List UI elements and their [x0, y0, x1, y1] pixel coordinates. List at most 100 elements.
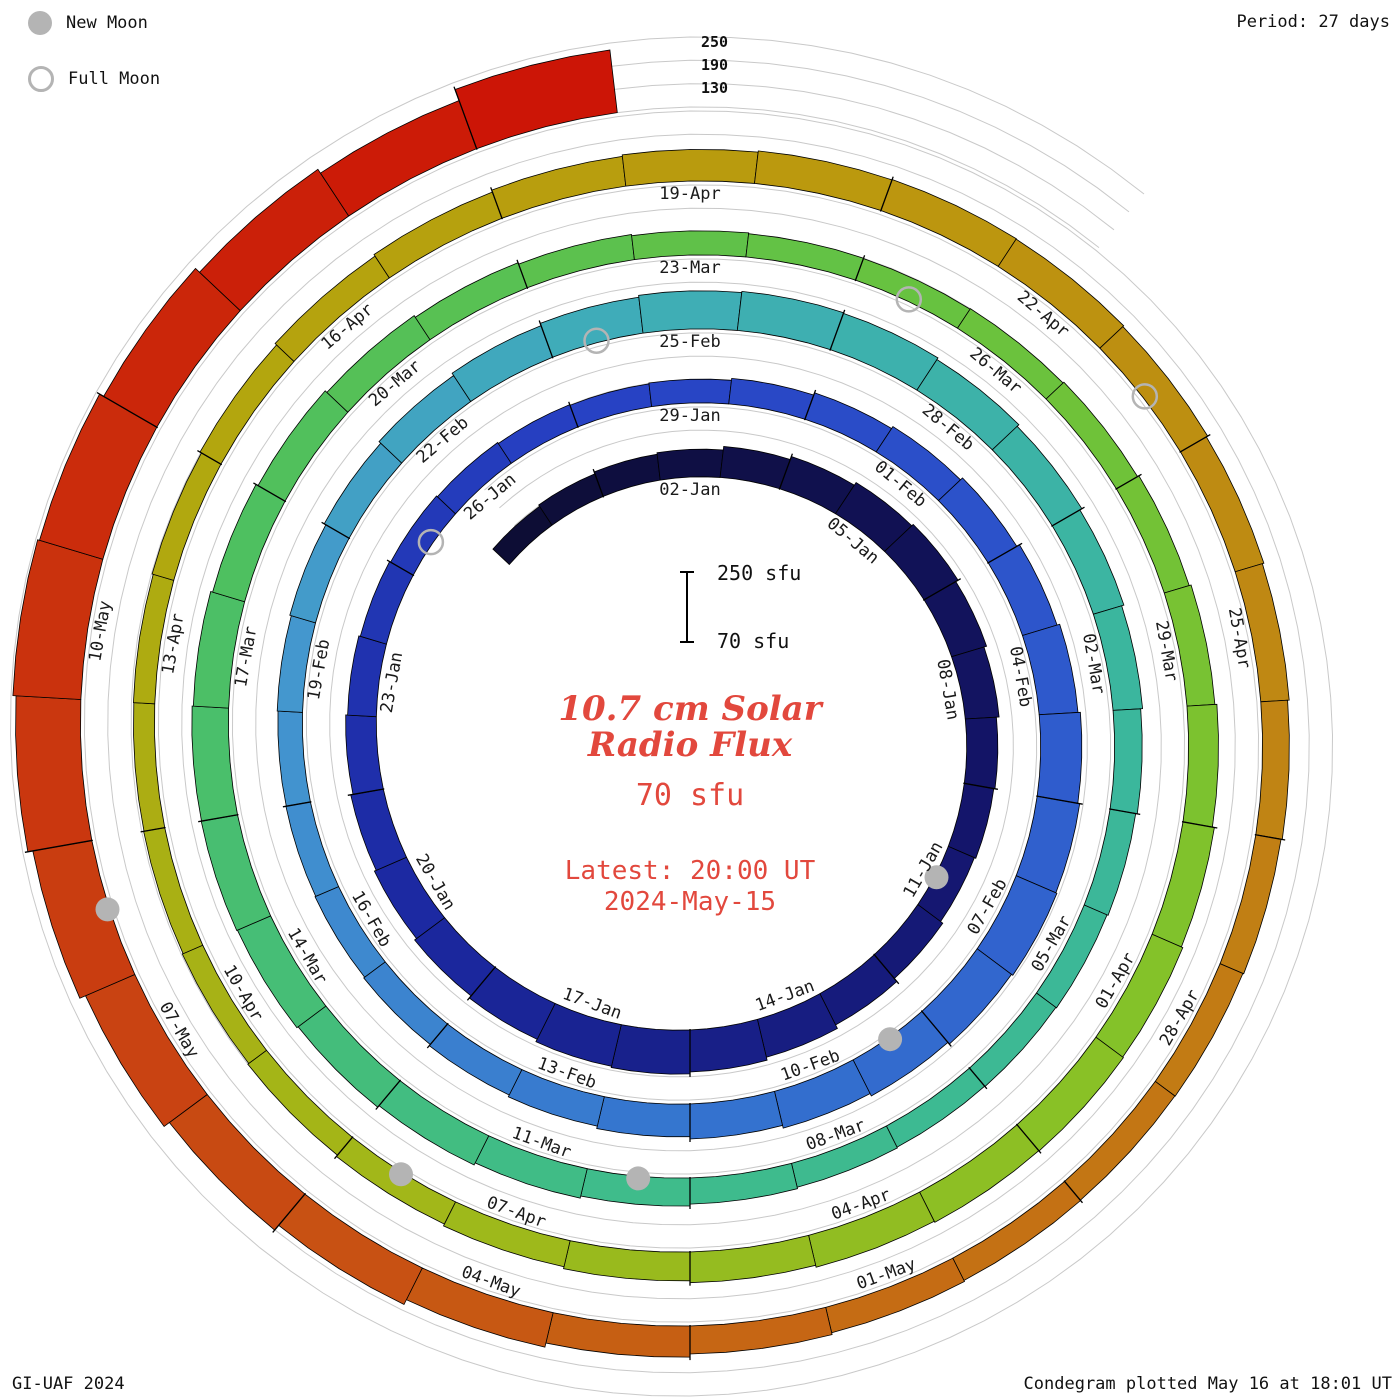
flux-bar — [997, 238, 1125, 349]
flux-bar — [497, 404, 579, 464]
flux-bar — [326, 315, 431, 413]
day-tick — [778, 453, 794, 490]
flux-bar — [829, 312, 939, 391]
day-tick — [198, 813, 239, 823]
flux-bar — [937, 477, 1018, 564]
new-moon-icon — [28, 11, 52, 35]
flux-bar — [1255, 699, 1290, 840]
flux-bar — [1179, 436, 1265, 573]
flux-bar — [192, 590, 246, 709]
day-tick — [829, 309, 846, 351]
flux-bar — [563, 1240, 691, 1282]
flux-bar — [314, 886, 386, 978]
flux-bar — [656, 448, 724, 481]
full-moon-marker — [417, 528, 445, 556]
period-label: Period: 27 days — [1236, 12, 1390, 32]
radial-tick-250: 250 — [701, 33, 729, 51]
day-tick — [922, 578, 962, 601]
flux-bar — [535, 1002, 622, 1067]
flux-bar — [347, 635, 387, 718]
flux-bar — [885, 1067, 986, 1148]
radial-tick-130: 130 — [701, 79, 729, 97]
flux-bar — [923, 581, 988, 658]
flux-bar — [1092, 605, 1144, 711]
day-tick — [490, 187, 503, 220]
legend-new-moon: New Moon — [28, 8, 160, 38]
flux-bar — [728, 377, 815, 420]
date-label: 19-Apr — [659, 184, 720, 204]
day-tick — [873, 953, 900, 985]
credit-left: GI-UAF 2024 — [12, 1374, 125, 1394]
day-tick — [453, 86, 478, 150]
day-tick — [1051, 506, 1085, 527]
flux-bar — [951, 646, 1000, 720]
credit-right: Condegram plotted May 16 at 18:01 UT — [1023, 1374, 1392, 1394]
flux-bar — [919, 1124, 1040, 1223]
flux-bar — [774, 1059, 871, 1129]
new-moon-marker — [626, 1166, 651, 1191]
flux-bar — [976, 875, 1058, 976]
day-tick — [140, 826, 166, 833]
day-tick — [1108, 808, 1141, 816]
day-tick — [253, 482, 287, 503]
flux-bars — [12, 49, 1290, 1358]
flux-bar — [1151, 821, 1215, 948]
day-tick — [568, 401, 579, 429]
flux-bar — [1035, 904, 1108, 1009]
day-tick — [538, 320, 554, 359]
moon-markers — [95, 286, 1159, 1191]
flux-bar — [596, 1096, 691, 1138]
flux-bar — [428, 1023, 523, 1096]
day-tick — [375, 1079, 402, 1110]
flux-bar — [648, 378, 732, 408]
full-moon-marker — [1131, 383, 1159, 410]
day-tick — [24, 839, 93, 853]
day-tick — [1179, 434, 1211, 453]
flux-bar — [621, 149, 759, 187]
day-tick — [466, 966, 497, 1001]
flux-bar — [689, 1090, 783, 1140]
flux-bar — [442, 1201, 571, 1268]
new-moon-marker — [924, 865, 949, 890]
flux-bar — [719, 446, 791, 490]
flux-bar — [631, 230, 750, 261]
flux-bar — [32, 840, 136, 999]
flux-bar — [451, 325, 554, 403]
flux-bar — [198, 168, 350, 312]
day-tick — [1063, 1180, 1083, 1204]
flux-bar — [350, 788, 408, 871]
grid-spiral-250 — [9, 36, 1334, 1397]
flux-bar — [569, 383, 653, 428]
flux-bar — [181, 944, 268, 1065]
latest-line1: Latest: 20:00 UT — [564, 856, 816, 886]
flux-bar — [168, 1093, 306, 1231]
latest-line2: 2024-May-15 — [603, 887, 777, 918]
radial-tick-190: 190 — [701, 56, 729, 74]
day-tick — [426, 1022, 449, 1049]
flux-bar — [880, 178, 1017, 267]
day-tick — [334, 1136, 354, 1160]
flux-bar — [745, 233, 865, 281]
date-label: 23-Mar — [659, 258, 720, 278]
new-moon-label: New Moon — [66, 13, 148, 33]
flux-bar — [593, 453, 661, 497]
day-tick — [347, 788, 385, 796]
scale-top-label: 250 sfu — [717, 561, 802, 585]
full-moon-marker — [583, 327, 610, 354]
flux-bar — [199, 344, 295, 465]
flux-bar — [151, 452, 222, 581]
moon-legend: New Moon Full Moon — [28, 8, 160, 120]
flux-bar — [1182, 703, 1219, 828]
flux-bar — [373, 856, 446, 940]
full-moon-marker — [895, 286, 923, 313]
flux-bar — [363, 961, 449, 1046]
date-label: 02-Jan — [659, 480, 720, 500]
flux-bar — [1015, 795, 1081, 894]
flux-bar — [212, 483, 286, 603]
full-moon-icon — [28, 66, 54, 92]
flux-bar — [191, 705, 238, 822]
day-tick — [854, 255, 866, 282]
day-tick — [197, 450, 223, 466]
flux-bar — [285, 801, 340, 897]
scale-bar — [680, 571, 694, 643]
